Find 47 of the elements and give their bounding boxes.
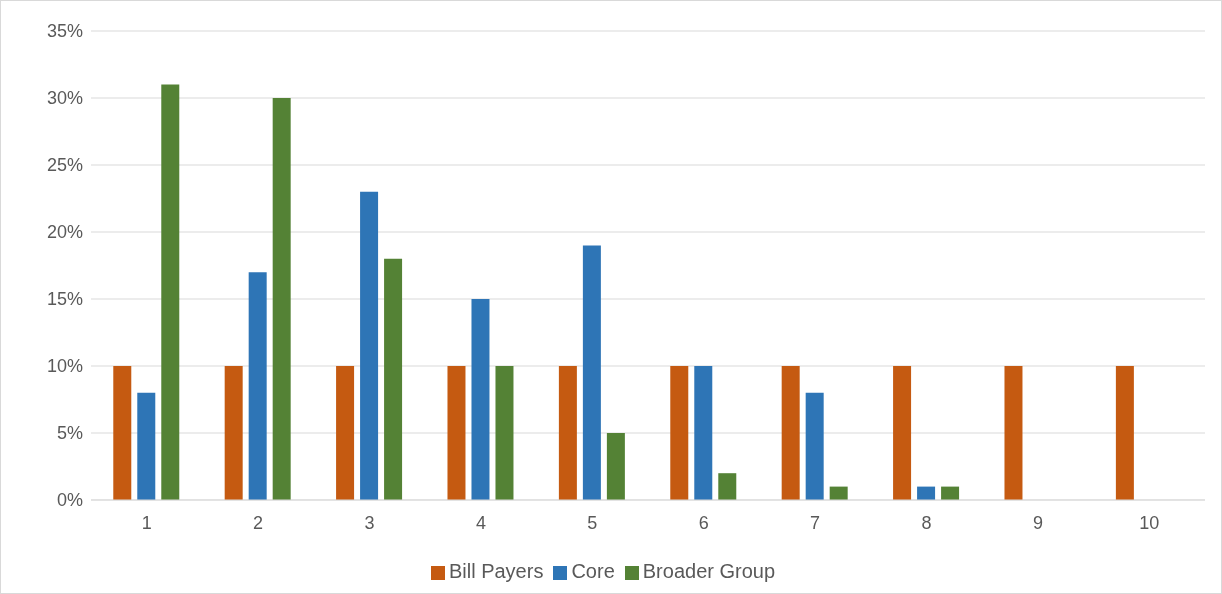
bar bbox=[447, 366, 466, 500]
y-tick-label: 25% bbox=[46, 155, 83, 176]
bar bbox=[805, 392, 824, 500]
x-tick-label: 8 bbox=[921, 512, 932, 533]
bar bbox=[1115, 366, 1134, 500]
x-tick-label: 1 bbox=[141, 512, 152, 533]
y-tick-label: 15% bbox=[46, 289, 83, 310]
bar bbox=[137, 392, 156, 500]
bar bbox=[670, 366, 689, 500]
y-tick-label: 35% bbox=[46, 21, 83, 42]
bar bbox=[248, 272, 267, 500]
y-tick-label: 30% bbox=[46, 88, 83, 109]
bar bbox=[781, 366, 800, 500]
bar bbox=[360, 191, 379, 500]
bar bbox=[829, 486, 848, 500]
legend-label: Bill Payers bbox=[448, 560, 544, 582]
y-tick-label: 20% bbox=[46, 222, 83, 243]
bar bbox=[495, 366, 514, 500]
bar bbox=[384, 258, 403, 500]
x-tick-label: 5 bbox=[587, 512, 598, 533]
bar bbox=[558, 366, 577, 500]
bar bbox=[113, 366, 132, 500]
y-tick-label: 0% bbox=[56, 490, 83, 511]
bar bbox=[893, 366, 912, 500]
y-tick-label: 5% bbox=[56, 423, 83, 444]
x-tick-label: 7 bbox=[810, 512, 821, 533]
y-tick-label: 10% bbox=[46, 356, 83, 377]
bar bbox=[941, 486, 960, 500]
legend-label: Core bbox=[571, 560, 615, 582]
bar bbox=[272, 98, 291, 500]
x-tick-label: 9 bbox=[1032, 512, 1043, 533]
x-tick-label: 6 bbox=[698, 512, 709, 533]
bar bbox=[917, 486, 936, 500]
legend-label: Broader Group bbox=[642, 560, 776, 582]
bar bbox=[582, 245, 601, 500]
x-tick-label: 4 bbox=[475, 512, 486, 533]
bar bbox=[471, 299, 490, 500]
bar bbox=[336, 366, 355, 500]
bar bbox=[1004, 366, 1023, 500]
bar bbox=[718, 473, 737, 500]
bar bbox=[694, 366, 713, 500]
x-tick-label: 3 bbox=[364, 512, 375, 533]
bar bbox=[224, 366, 243, 500]
x-tick-label: 10 bbox=[1139, 512, 1160, 533]
bar bbox=[606, 433, 625, 500]
bar bbox=[161, 84, 180, 500]
x-tick-label: 2 bbox=[253, 512, 264, 533]
